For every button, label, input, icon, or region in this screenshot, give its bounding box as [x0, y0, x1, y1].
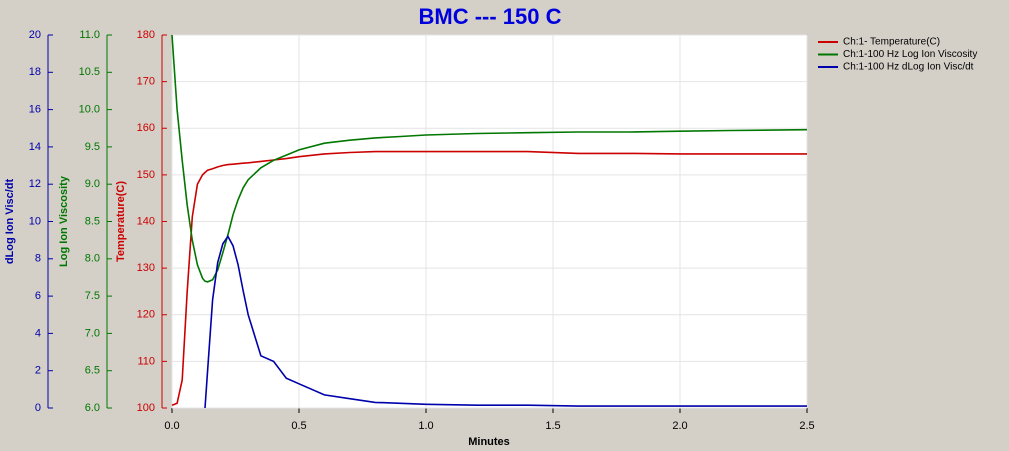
y3-tick-label: 4: [35, 327, 41, 339]
y3-tick-label: 14: [29, 141, 41, 153]
y-tick-label: 110: [137, 355, 155, 367]
y-axis-label: Temperature(C): [115, 181, 127, 262]
y-tick-label: 130: [137, 262, 155, 274]
y2-tick-label: 10.5: [79, 66, 100, 78]
legend-label: Ch:1-100 Hz Log Ion Viscosity: [843, 49, 977, 60]
y3-tick-label: 18: [29, 66, 41, 78]
x-tick-label: 1.0: [418, 420, 433, 432]
chart-title: BMC --- 150 C: [418, 4, 561, 29]
y2-tick-label: 8.0: [85, 253, 100, 265]
y2-tick-label: 9.0: [85, 178, 100, 190]
y3-axis-label: dLog Ion Visc/dt: [4, 178, 16, 264]
y-tick-label: 170: [137, 76, 155, 88]
y-tick-label: 140: [137, 215, 155, 227]
y3-tick-label: 8: [35, 253, 41, 265]
y3-tick-label: 2: [35, 365, 41, 377]
x-tick-label: 0.0: [164, 420, 179, 432]
y2-tick-label: 9.5: [85, 141, 100, 153]
y3-tick-label: 10: [29, 215, 41, 227]
y2-tick-label: 7.5: [85, 290, 100, 302]
y3-tick-label: 0: [35, 402, 41, 414]
y-tick-label: 120: [137, 309, 155, 321]
x-tick-label: 2.0: [672, 420, 687, 432]
y3-tick-label: 12: [29, 178, 41, 190]
y3-tick-label: 16: [29, 104, 41, 116]
y3-tick-label: 6: [35, 290, 41, 302]
y-tick-label: 150: [137, 169, 155, 181]
series-line: [171, 34, 808, 283]
y2-tick-label: 6.5: [85, 365, 100, 377]
series-line: [204, 234, 807, 409]
y2-tick-label: 10.0: [79, 104, 100, 116]
x-tick-label: 2.5: [799, 420, 814, 432]
y-tick-label: 160: [137, 122, 155, 134]
y-tick-label: 100: [137, 402, 155, 414]
y3-tick-label: 20: [29, 29, 41, 41]
y2-tick-label: 7.0: [85, 327, 100, 339]
series-line: [171, 150, 807, 406]
legend-label: Ch:1- Temperature(C): [843, 37, 940, 48]
y-tick-label: 180: [137, 29, 155, 41]
x-tick-label: 0.5: [291, 420, 306, 432]
y2-tick-label: 6.0: [85, 402, 100, 414]
x-axis-label: Minutes: [468, 436, 510, 448]
y2-axis-label: Log Ion Viscosity: [58, 175, 70, 267]
y2-tick-label: 8.5: [85, 215, 100, 227]
x-tick-label: 1.5: [545, 420, 560, 432]
y2-tick-label: 11.0: [79, 29, 100, 41]
legend-label: Ch:1-100 Hz dLog Ion Visc/dt: [843, 62, 974, 73]
